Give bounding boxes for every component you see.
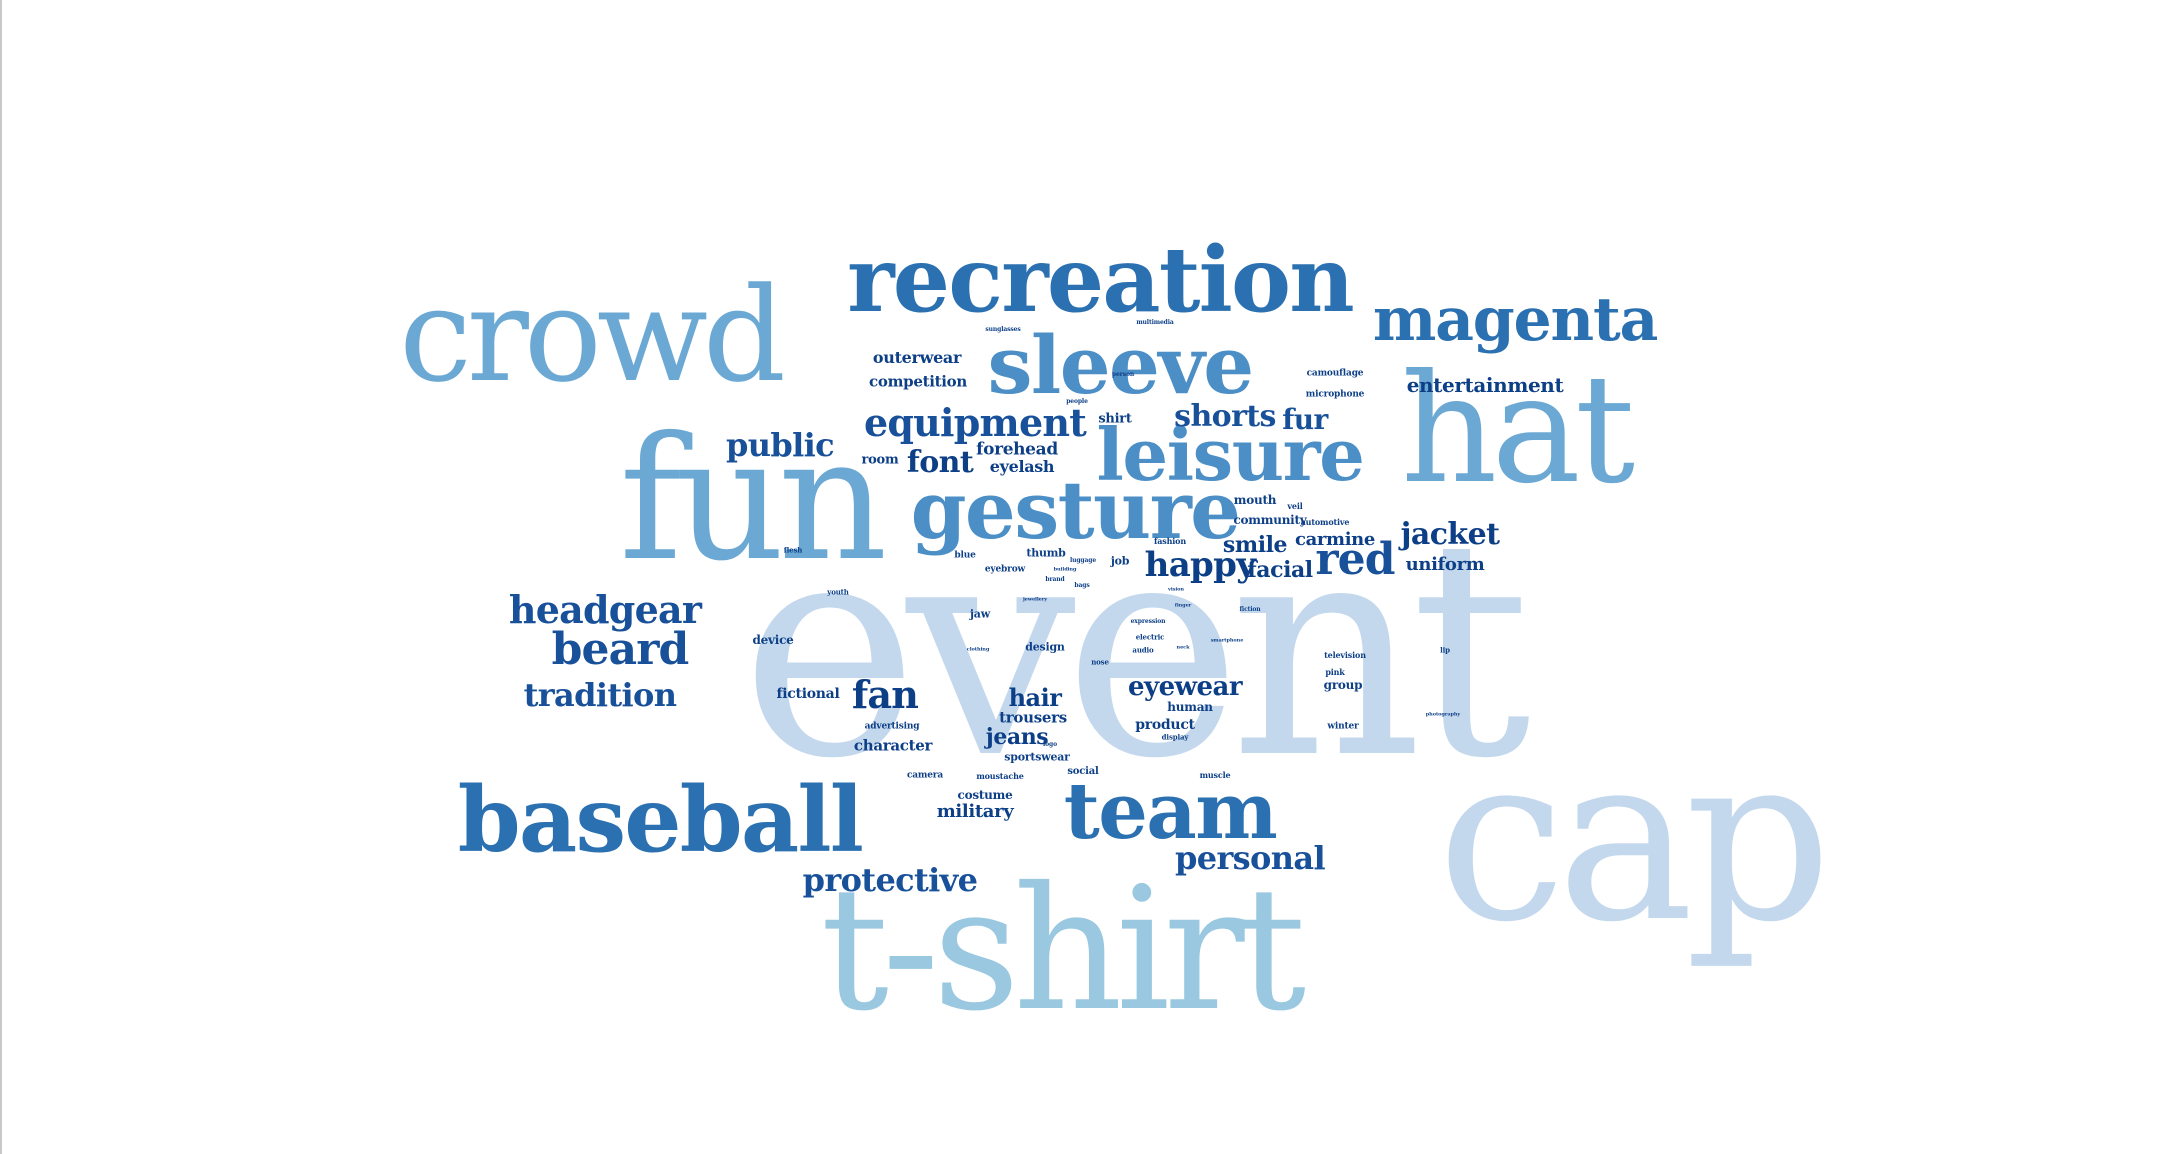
word-people: people [1066, 398, 1088, 405]
word-jewellery: jewellery [1022, 596, 1048, 603]
word-fur: fur [1282, 403, 1328, 436]
word-gesture: gesture [910, 463, 1241, 557]
word-leisure: leisure [1096, 412, 1365, 497]
word-electric: electric [1135, 632, 1165, 642]
word-red: red [1315, 534, 1395, 585]
word-sunglasses: sunglasses [985, 326, 1021, 333]
word-veil: veil [1287, 501, 1303, 511]
word-eyelash: eyelash [989, 457, 1055, 476]
word-mouth: mouth [1233, 493, 1277, 507]
word-pink: pink [1325, 667, 1345, 677]
word-costume: costume [957, 788, 1013, 802]
word-eyewear: eyewear [1127, 672, 1243, 702]
word-product: product [1135, 717, 1195, 733]
word-clothing: clothing [966, 646, 990, 653]
word-winter: winter [1327, 721, 1359, 732]
word-fictional: fictional [776, 686, 840, 702]
word-public: public [726, 426, 835, 464]
word-hair: hair [1008, 683, 1062, 712]
word-jaw: jaw [970, 607, 990, 621]
word-sportswear: sportswear [1004, 750, 1070, 764]
word-forehead: forehead [976, 439, 1058, 460]
word-carmine: carmine [1294, 529, 1376, 550]
word-group: group [1323, 678, 1363, 692]
word-t-shirt: t-shirt [820, 851, 1307, 1049]
word-blue: blue [954, 550, 976, 561]
word-brand: brand [1045, 576, 1065, 583]
word-magenta: magenta [1372, 285, 1659, 355]
word-sleeve: sleeve [987, 318, 1254, 412]
word-muscle: muscle [1199, 770, 1231, 780]
word-protective: protective [802, 861, 978, 899]
word-design: design [1025, 640, 1065, 654]
word-nose: nose [1091, 657, 1109, 667]
word-competition: competition [869, 372, 967, 391]
word-event: event [740, 475, 1531, 824]
word-person: person [1111, 371, 1135, 378]
word-microphone: microphone [1305, 389, 1365, 400]
word-hat: hat [1400, 343, 1635, 517]
word-camouflage: camouflage [1306, 368, 1364, 379]
word-trousers: trousers [999, 708, 1067, 727]
word-outerwear: outerwear [872, 348, 962, 367]
word-happy: happy [1144, 545, 1256, 585]
word-lip: lip [1440, 645, 1450, 655]
word-jeans: jeans [985, 724, 1049, 750]
word-finger: finger [1174, 602, 1192, 609]
word-photography: photography [1425, 711, 1461, 718]
word-cap: cap [1437, 706, 1832, 973]
word-font: font [906, 445, 974, 480]
word-moustache: moustache [976, 771, 1024, 781]
word-device: device [752, 633, 794, 647]
word-uniform: uniform [1405, 554, 1485, 575]
word-expression: expression [1130, 618, 1166, 625]
word-luggage: luggage [1069, 557, 1097, 564]
word-job: job [1110, 554, 1130, 568]
word-social: social [1067, 766, 1099, 777]
word-fan: fan [851, 672, 919, 717]
word-shirt: shirt [1098, 411, 1132, 427]
word-television: television [1324, 650, 1366, 660]
word-bags: bags [1074, 582, 1090, 589]
word-human: human [1167, 700, 1213, 714]
word-shorts: shorts [1174, 399, 1276, 434]
word-recreation: recreation [847, 227, 1355, 333]
word-multimedia: multimedia [1136, 319, 1174, 326]
word-beard: beard [551, 624, 690, 675]
word-entertainment: entertainment [1406, 373, 1564, 397]
word-logo: logo [1043, 741, 1057, 748]
word-community: community [1233, 513, 1307, 527]
word-neck: neck [1176, 644, 1190, 651]
word-personal: personal [1175, 839, 1326, 877]
word-headgear: headgear [508, 587, 702, 632]
word-fiction: fiction [1239, 606, 1261, 613]
word-fun: fun [619, 401, 887, 599]
word-smartphone: smartphone [1210, 637, 1244, 644]
word-room: room [861, 452, 899, 468]
word-advertising: advertising [864, 721, 920, 732]
word-eyebrow: eyebrow [984, 564, 1026, 575]
word-fashion: fashion [1153, 536, 1187, 546]
word-equipment: equipment [863, 400, 1087, 445]
word-facial: facial [1247, 557, 1313, 583]
word-flesh: flesh [783, 545, 803, 555]
word-jacket: jacket [1400, 517, 1500, 552]
word-display: display [1161, 732, 1189, 742]
word-team: team [1063, 766, 1278, 857]
word-automotive: automotive [1300, 517, 1350, 527]
word-youth: youth [827, 587, 849, 597]
word-building: building [1053, 566, 1077, 573]
word-smile: smile [1222, 532, 1288, 558]
word-thumb: thumb [1026, 546, 1066, 560]
word-crowd: crowd [399, 259, 786, 411]
word-military: military [936, 801, 1014, 822]
word-camera: camera [906, 770, 944, 781]
word-vision: vision [1168, 586, 1184, 593]
word-baseball: baseball [457, 767, 864, 873]
word-character: character [853, 736, 933, 755]
word-audio: audio [1132, 645, 1154, 655]
word-tradition: tradition [523, 676, 677, 714]
